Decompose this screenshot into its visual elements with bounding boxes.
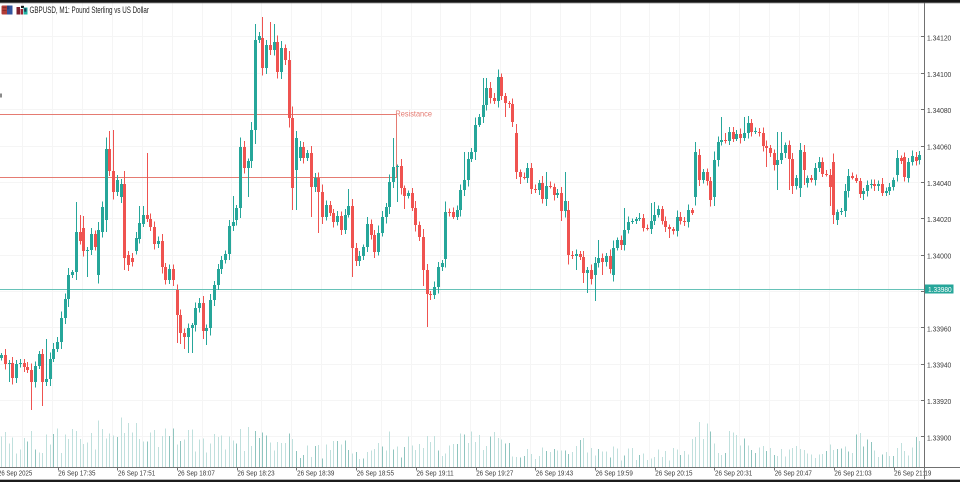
svg-text:1.34080: 1.34080 — [927, 106, 951, 115]
svg-text:26 Sep 2025: 26 Sep 2025 — [0, 469, 32, 478]
svg-text:1.34060: 1.34060 — [927, 143, 951, 152]
svg-text:1.33920: 1.33920 — [927, 397, 951, 406]
svg-text:26 Sep 19:59: 26 Sep 19:59 — [596, 469, 633, 478]
svg-text:26 Sep 18:39: 26 Sep 18:39 — [297, 469, 334, 478]
svg-text:26 Sep 17:35: 26 Sep 17:35 — [58, 469, 95, 478]
svg-text:26 Sep 21:19: 26 Sep 21:19 — [894, 469, 931, 478]
svg-text:26 Sep 18:07: 26 Sep 18:07 — [178, 469, 215, 478]
svg-text:26 Sep 18:55: 26 Sep 18:55 — [357, 469, 394, 478]
svg-text:26 Sep 17:51: 26 Sep 17:51 — [118, 469, 155, 478]
svg-text:26 Sep 19:27: 26 Sep 19:27 — [476, 469, 513, 478]
svg-text:26 Sep 19:11: 26 Sep 19:11 — [417, 469, 454, 478]
svg-text:Resistance: Resistance — [395, 109, 432, 119]
svg-text:1.33980: 1.33980 — [928, 285, 952, 294]
svg-text:26 Sep 20:31: 26 Sep 20:31 — [715, 469, 752, 478]
svg-text:1.34120: 1.34120 — [927, 34, 951, 43]
svg-text:26 Sep 21:03: 26 Sep 21:03 — [834, 469, 871, 478]
svg-text:26 Sep 18:23: 26 Sep 18:23 — [237, 469, 274, 478]
svg-text:1.33900: 1.33900 — [927, 433, 951, 442]
svg-text:26 Sep 19:43: 26 Sep 19:43 — [536, 469, 573, 478]
svg-text:26 Sep 20:15: 26 Sep 20:15 — [655, 469, 692, 478]
svg-text:1.34000: 1.34000 — [927, 252, 951, 261]
svg-text:1.33960: 1.33960 — [927, 324, 951, 333]
svg-text:1.34020: 1.34020 — [927, 215, 951, 224]
svg-text:GBPUSD, M1: Pound Sterling vs: GBPUSD, M1: Pound Sterling vs US Dollar — [30, 5, 150, 15]
svg-text:1.33940: 1.33940 — [927, 361, 951, 370]
svg-text:26 Sep 20:47: 26 Sep 20:47 — [775, 469, 812, 478]
svg-text:1.34100: 1.34100 — [927, 70, 951, 79]
svg-text:1.34040: 1.34040 — [927, 179, 951, 188]
